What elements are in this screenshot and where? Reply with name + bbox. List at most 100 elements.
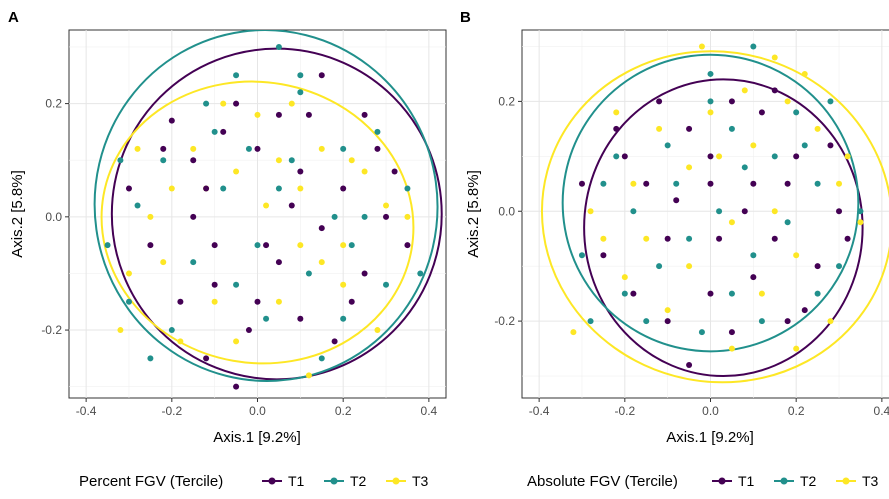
panel-a-legend-title: Percent FGV (Tercile) (79, 473, 223, 490)
point-t3 (836, 180, 843, 187)
point-t2 (147, 355, 154, 362)
point-t3 (254, 111, 261, 118)
point-t3 (263, 202, 270, 209)
point-t3 (844, 153, 851, 160)
legend-key-dot-t3 (392, 477, 400, 485)
panel-b-legend: Absolute FGV (Tercile) T1 T2 T3 (527, 473, 879, 490)
point-t3 (233, 338, 240, 345)
point-t3 (587, 208, 594, 215)
point-t2 (814, 290, 821, 297)
point-t1 (305, 111, 312, 118)
point-t1 (297, 315, 304, 322)
legend-label-t2: T2 (800, 473, 817, 489)
point-t2 (404, 185, 411, 192)
point-t3 (643, 235, 650, 242)
point-t1 (686, 362, 693, 369)
point-t3 (297, 242, 304, 249)
point-t1 (664, 235, 671, 242)
panel-a-x-axis-label: Axis.1 [9.2%] (213, 429, 301, 446)
ellipse-t3 (540, 50, 889, 384)
point-t2 (741, 164, 748, 171)
x-tick-label: -0.4 (529, 404, 550, 418)
legend-label-t2: T2 (350, 473, 367, 489)
point-t2 (643, 318, 650, 325)
point-t1 (331, 338, 338, 345)
panel-a-legend: Percent FGV (Tercile) T1 T2 T3 (79, 473, 429, 490)
point-t3 (117, 327, 124, 334)
point-t1 (275, 111, 282, 118)
point-t3 (686, 164, 693, 171)
point-t3 (784, 98, 791, 105)
point-t3 (750, 142, 757, 149)
panel-a-points (104, 43, 424, 390)
point-t2 (211, 128, 218, 135)
point-t1 (160, 145, 167, 152)
legend-key-dot-t3 (842, 477, 850, 485)
point-t1 (233, 383, 240, 390)
point-t1 (177, 298, 184, 305)
panel-a-y-tick-labels: -0.2 0.0 0.2 (41, 97, 69, 337)
point-t3 (383, 202, 390, 209)
point-t2 (613, 153, 620, 160)
point-t2 (664, 142, 671, 149)
point-t2 (254, 242, 261, 249)
point-t3 (656, 125, 663, 132)
point-t2 (707, 98, 714, 105)
point-t2 (331, 213, 338, 220)
y-tick-label: 0.2 (45, 97, 62, 111)
point-t2 (686, 235, 693, 242)
y-tick-label: -0.2 (41, 323, 62, 337)
point-t1 (147, 242, 154, 249)
panel-b-x-tick-labels: -0.4 -0.2 0.0 0.2 0.4 (529, 398, 889, 418)
y-tick-label: 0.0 (45, 210, 62, 224)
point-t1 (203, 355, 210, 362)
point-t3 (275, 157, 282, 164)
point-t2 (233, 281, 240, 288)
point-t3 (348, 157, 355, 164)
point-t3 (190, 145, 197, 152)
x-tick-label: 0.0 (702, 404, 719, 418)
point-t3 (160, 259, 167, 266)
point-t3 (814, 125, 821, 132)
point-t1 (318, 225, 325, 232)
point-t3 (134, 145, 141, 152)
point-t2 (758, 318, 765, 325)
point-t2 (728, 290, 735, 297)
point-t2 (707, 70, 714, 77)
legend-key-dot-t2 (330, 477, 338, 485)
point-t2 (348, 242, 355, 249)
point-t3 (168, 185, 175, 192)
point-t3 (211, 298, 218, 305)
point-t3 (630, 180, 637, 187)
point-t2 (245, 145, 252, 152)
point-t2 (203, 100, 210, 107)
ellipse-t3 (100, 80, 415, 365)
point-t3 (288, 100, 295, 107)
point-t3 (297, 185, 304, 192)
point-t1 (374, 145, 381, 152)
point-t1 (664, 318, 671, 325)
point-t3 (600, 235, 607, 242)
point-t1 (600, 252, 607, 259)
point-t3 (340, 242, 347, 249)
point-t2 (168, 327, 175, 334)
point-t1 (844, 235, 851, 242)
legend-label-t3: T3 (412, 473, 429, 489)
point-t1 (784, 180, 791, 187)
point-t2 (793, 109, 800, 116)
point-t1 (630, 290, 637, 297)
point-t1 (263, 242, 270, 249)
point-t2 (340, 315, 347, 322)
legend-label-t1: T1 (738, 473, 755, 489)
point-t3 (220, 100, 227, 107)
point-t2 (600, 180, 607, 187)
point-t1 (211, 242, 218, 249)
point-t1 (728, 98, 735, 105)
point-t2 (814, 180, 821, 187)
legend-key-dot-t1 (718, 477, 726, 485)
point-t2 (190, 259, 197, 266)
point-t2 (656, 263, 663, 270)
point-t1 (613, 125, 620, 132)
